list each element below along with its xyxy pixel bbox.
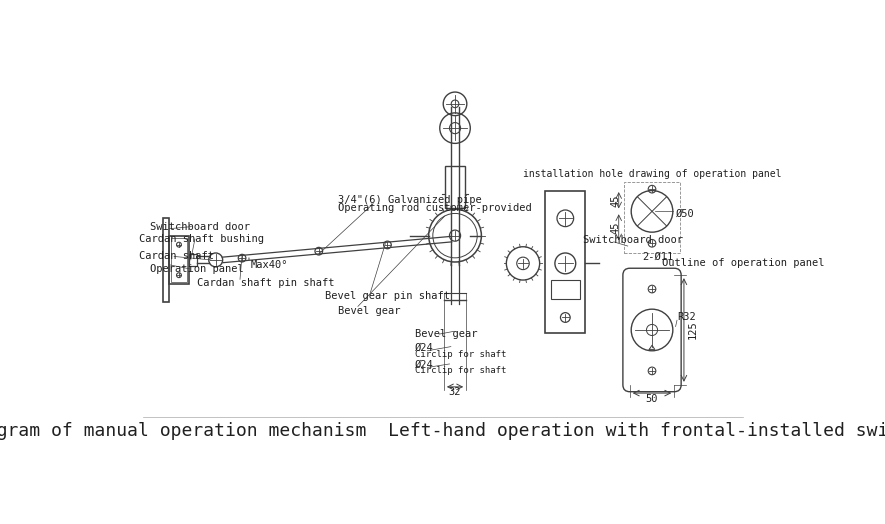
Text: Switchboard door: Switchboard door <box>582 235 682 246</box>
Bar <box>624 182 680 253</box>
Text: Ø24: Ø24 <box>415 359 434 369</box>
Text: 45: 45 <box>611 194 620 206</box>
Bar <box>169 236 189 284</box>
Text: 50: 50 <box>646 394 658 403</box>
Text: Ø50: Ø50 <box>675 209 695 219</box>
Text: Max40°: Max40° <box>251 260 289 270</box>
Bar <box>172 238 187 282</box>
Text: Diagram of manual operation mechanism  Left-hand operation with frontal-installe: Diagram of manual operation mechanism Le… <box>0 422 885 440</box>
Text: 125: 125 <box>688 321 697 340</box>
Text: Switchboard door: Switchboard door <box>150 222 250 232</box>
Text: 45: 45 <box>611 221 620 234</box>
Text: 2-Ø11: 2-Ø11 <box>642 252 673 262</box>
Bar <box>189 254 197 266</box>
Text: Bevel gear pin shaft: Bevel gear pin shaft <box>325 291 450 301</box>
Text: Bevel gear: Bevel gear <box>338 305 401 315</box>
Text: Cardan shaft: Cardan shaft <box>140 252 214 261</box>
Bar <box>545 191 586 333</box>
Bar <box>445 166 465 208</box>
Text: Circlip for shaft: Circlip for shaft <box>415 366 506 375</box>
Text: Operating rod customer-provided: Operating rod customer-provided <box>338 203 532 213</box>
Text: Circlip for shaft: Circlip for shaft <box>415 350 506 359</box>
Bar <box>163 219 169 301</box>
Text: 3/4"(6) Galvanized pipe: 3/4"(6) Galvanized pipe <box>338 194 482 204</box>
Text: Cardan shaft bushing: Cardan shaft bushing <box>140 234 265 244</box>
Text: R32: R32 <box>678 312 696 322</box>
Text: Cardan shaft pin shaft: Cardan shaft pin shaft <box>197 278 335 288</box>
Bar <box>550 280 580 299</box>
Text: Bevel gear: Bevel gear <box>415 329 477 339</box>
Text: installation hole drawing of operation panel: installation hole drawing of operation p… <box>523 169 781 179</box>
Text: Ø24: Ø24 <box>415 343 434 353</box>
Text: 32: 32 <box>449 387 461 397</box>
Text: Operation panel: Operation panel <box>150 264 243 274</box>
Text: Outline of operation panel: Outline of operation panel <box>663 258 825 268</box>
